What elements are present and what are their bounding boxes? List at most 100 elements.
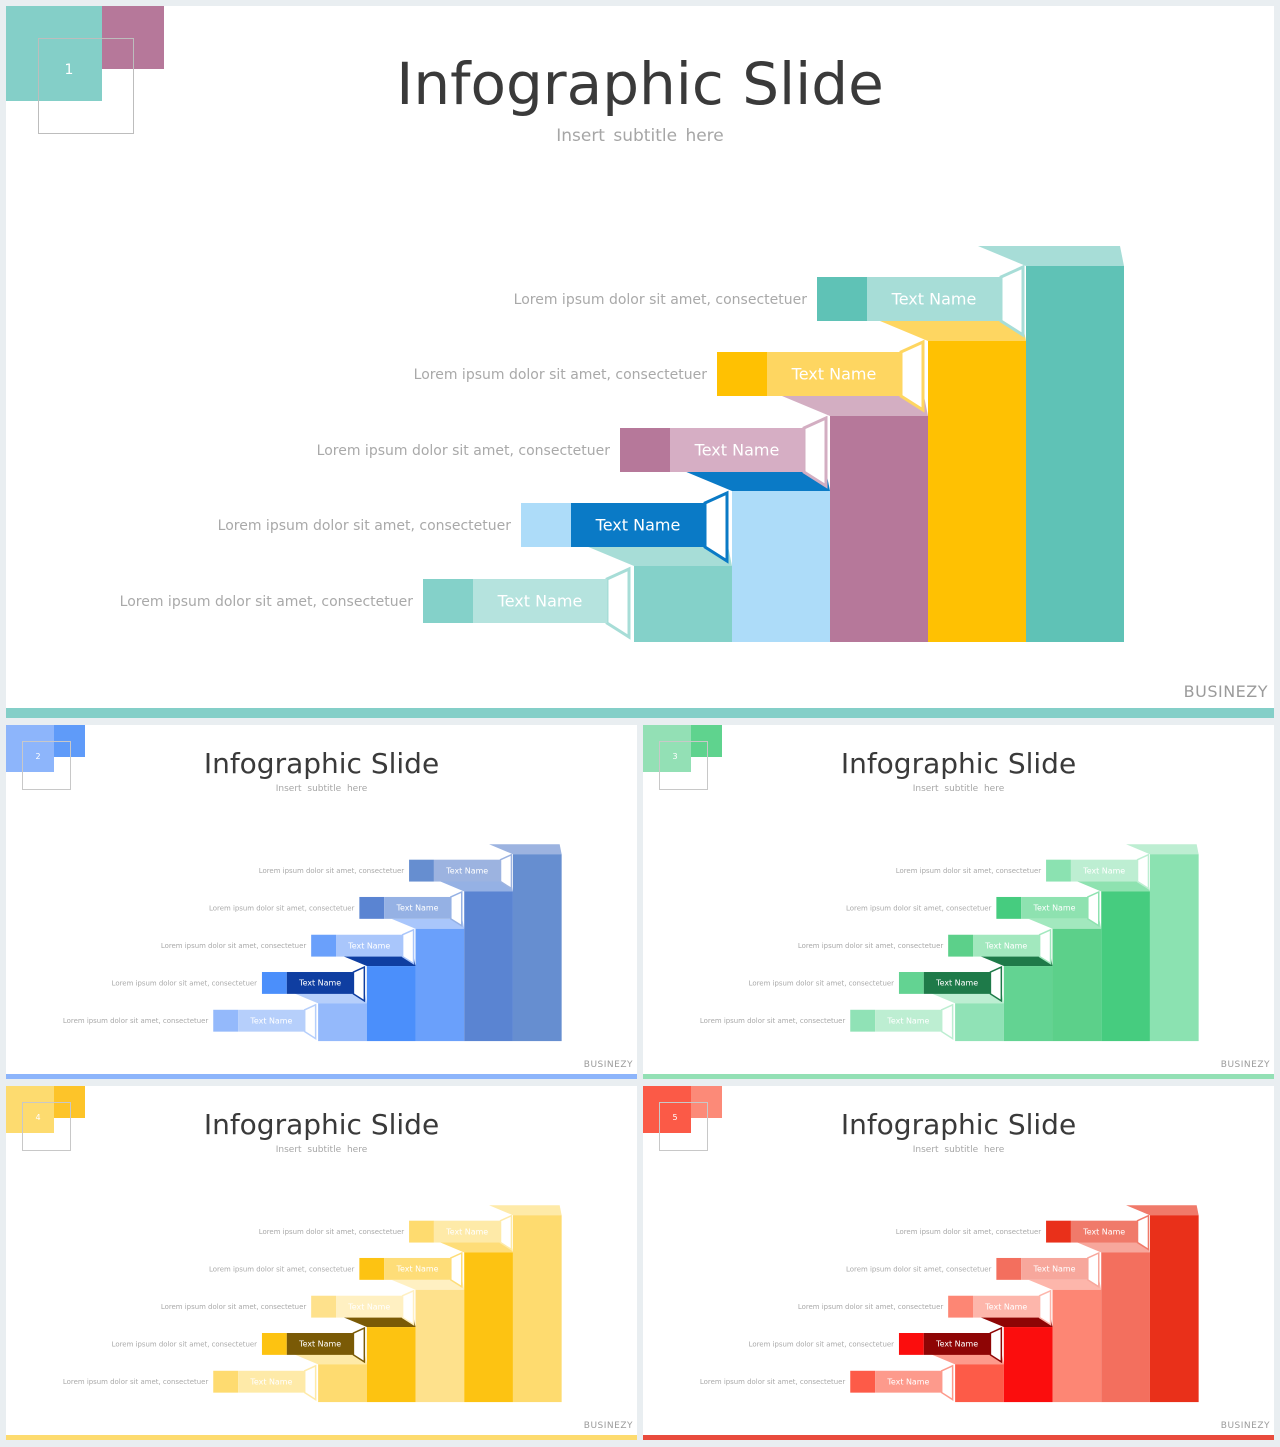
step-top-face — [931, 1354, 1004, 1365]
corner-block-primary — [643, 725, 691, 772]
step-description: Lorem ipsum dolor sit amet, consectetuer — [209, 904, 355, 912]
step-description: Lorem ipsum dolor sit amet, consectetuer — [63, 1017, 209, 1025]
step-label: Text Name — [249, 1016, 292, 1025]
step-label-bar — [875, 1009, 942, 1032]
step-3: Text Name Lorem ipsum dolor sit amet, con… — [161, 918, 465, 1042]
step-connector — [352, 1326, 366, 1364]
step-connector — [450, 890, 463, 928]
step-3: Text Name Lorem ipsum dolor sit amet, con… — [161, 1279, 465, 1403]
step-top-face — [1126, 1205, 1199, 1216]
step-description: Lorem ipsum dolor sit amet, consectetuer — [798, 1303, 944, 1311]
step-top-face — [489, 844, 562, 855]
step-connector — [303, 1364, 317, 1401]
step-description: Lorem ipsum dolor sit amet, consectetuer — [112, 979, 258, 987]
step-description: Lorem ipsum dolor sit amet, consectetuer — [700, 1017, 846, 1025]
step-5: Text Name Lorem ipsum dolor sit amet, con… — [259, 844, 562, 1042]
step-tab — [423, 579, 473, 623]
step-column — [366, 1327, 416, 1403]
step-top-face — [782, 396, 928, 416]
step-label: Text Name — [396, 1265, 439, 1274]
step-label-bar — [767, 352, 901, 396]
step-tab — [261, 972, 287, 994]
step-tab — [898, 972, 924, 994]
step-connector — [1136, 853, 1150, 890]
step-description: Lorem ipsum dolor sit amet, consectetuer — [414, 367, 708, 383]
page-title: Infographic Slide — [203, 747, 440, 780]
step-label-bar — [1070, 859, 1138, 882]
step-top-face — [342, 956, 416, 967]
step-label-bar — [1021, 1257, 1088, 1280]
staircase-infographic: Text Name Lorem ipsum dolor sit amet, con… — [700, 844, 1199, 1042]
step-connector — [1136, 1214, 1150, 1251]
step-label-bar — [238, 1009, 305, 1032]
step-description: Lorem ipsum dolor sit amet, consectetuer — [700, 1378, 846, 1386]
step-label-bar — [875, 1370, 942, 1393]
step-label: Text Name — [984, 941, 1027, 950]
step-column — [830, 416, 928, 642]
step-column — [955, 1364, 1004, 1403]
step-connector — [940, 1003, 954, 1040]
step-label-bar — [670, 428, 804, 472]
step-tab — [359, 1257, 385, 1280]
step-label-bar — [286, 972, 354, 994]
step-label-bar — [286, 1333, 354, 1355]
step-label: Text Name — [935, 979, 978, 988]
step-connector — [1038, 1289, 1052, 1326]
step-column — [415, 928, 465, 1042]
step-description: Lorem ipsum dolor sit amet, consectetuer — [749, 1340, 895, 1348]
step-tab — [817, 277, 867, 321]
step-label-bar — [1021, 896, 1088, 919]
step-column — [366, 966, 416, 1042]
step-connector — [940, 1364, 954, 1401]
step-top-face — [1028, 918, 1102, 929]
step-5: Text Name Lorem ipsum dolor sit amet, con… — [259, 1205, 562, 1403]
slide-number: 1 — [64, 62, 74, 78]
page-title: Infographic Slide — [203, 1108, 440, 1141]
step-description: Lorem ipsum dolor sit amet, consectetuer — [161, 1303, 307, 1311]
step-column — [512, 854, 562, 1042]
step-label: Text Name — [445, 866, 488, 875]
step-connector — [989, 1326, 1003, 1364]
step-description: Lorem ipsum dolor sit amet, consectetuer — [63, 1378, 209, 1386]
step-description: Lorem ipsum dolor sit amet, consectetuer — [846, 904, 992, 912]
step-label-bar — [384, 1257, 451, 1280]
corner-outline-frame — [659, 741, 708, 790]
step-label-bar — [384, 896, 451, 919]
slide-bottom-bar — [6, 1435, 637, 1440]
step-column — [1003, 1327, 1053, 1403]
page-title: Infographic Slide — [840, 1108, 1077, 1141]
step-4: Text Name Lorem ipsum dolor sit amet, con… — [209, 881, 513, 1042]
step-4: Text Name Lorem ipsum dolor sit amet, con… — [846, 1242, 1150, 1403]
step-description: Lorem ipsum dolor sit amet, consectetuer — [259, 1228, 405, 1236]
step-column — [1052, 928, 1102, 1042]
step-connector — [499, 853, 513, 890]
step-column — [634, 566, 732, 642]
step-column — [955, 1003, 1004, 1042]
step-label: Text Name — [886, 1377, 929, 1386]
step-label: Text Name — [595, 516, 681, 535]
step-4: Text Name Lorem ipsum dolor sit amet, con… — [414, 321, 1026, 642]
corner-block-primary — [643, 1086, 691, 1133]
step-connector — [989, 965, 1003, 1003]
step-top-face — [294, 993, 367, 1004]
step-top-face — [440, 881, 513, 892]
corner-block-primary — [6, 6, 102, 101]
step-label: Text Name — [298, 979, 341, 988]
step-tab — [261, 1333, 287, 1355]
page-subtitle: Insert subtitle here — [275, 784, 368, 794]
step-tab — [948, 1295, 974, 1318]
step-tab — [850, 1009, 876, 1032]
step-label: Text Name — [1082, 1227, 1125, 1236]
step-top-face — [978, 246, 1124, 266]
step-connector — [303, 1003, 317, 1040]
step-column — [1101, 891, 1150, 1042]
step-1: Text Name Lorem ipsum dolor sit amet, con… — [700, 1354, 1004, 1403]
step-column — [928, 341, 1026, 642]
step-4: Text Name Lorem ipsum dolor sit amet, con… — [846, 881, 1150, 1042]
step-connector — [401, 928, 415, 965]
step-connector — [352, 965, 366, 1003]
step-tab — [1046, 1220, 1071, 1243]
step-description: Lorem ipsum dolor sit amet, consectetuer — [846, 1265, 992, 1273]
step-label: Text Name — [791, 365, 877, 384]
step-description: Lorem ipsum dolor sit amet, consectetuer — [514, 292, 808, 308]
